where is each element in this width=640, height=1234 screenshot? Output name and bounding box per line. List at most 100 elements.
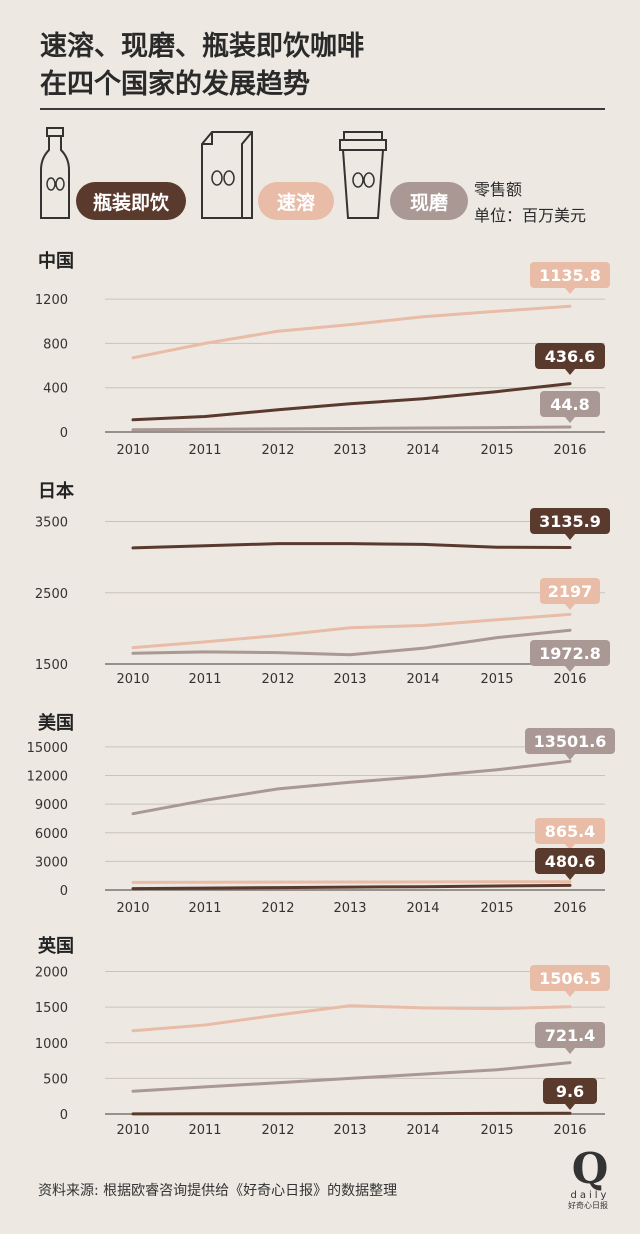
- y-tick-label: 0: [60, 426, 68, 441]
- x-tick-label: 2010: [116, 901, 149, 916]
- x-tick-label: 2016: [553, 901, 586, 916]
- x-tick-label: 2014: [406, 672, 439, 687]
- value-label-pointer: [565, 991, 575, 997]
- x-tick-label: 2015: [480, 901, 513, 916]
- y-tick-label: 15000: [27, 741, 68, 756]
- value-label-box: [543, 1078, 597, 1104]
- value-label-pointer: [565, 1048, 575, 1054]
- y-tick-label: 1200: [35, 293, 68, 308]
- y-tick-label: 9000: [35, 798, 68, 813]
- data-label: 9.6: [556, 1082, 584, 1101]
- value-label-pointer: [565, 604, 575, 610]
- series-line-instant: [131, 304, 572, 360]
- coffee-bag-icon: [201, 131, 253, 219]
- y-tick-label: 3000: [35, 855, 68, 870]
- value-label-box: [535, 818, 605, 844]
- series-line-bottled: [131, 382, 572, 422]
- x-tick-label: 2014: [406, 901, 439, 916]
- x-tick-label: 2013: [333, 443, 366, 458]
- series-line-ground: [131, 628, 572, 657]
- value-label-box: [535, 343, 605, 369]
- chart-title-usa: 美国: [38, 713, 74, 734]
- value-label-pointer: [565, 666, 575, 672]
- brand-logo: Q daily 好奇心日报: [566, 1148, 614, 1211]
- data-label: 865.4: [545, 822, 596, 841]
- value-label-pointer: [565, 874, 575, 880]
- x-tick-label: 2010: [116, 672, 149, 687]
- source-note: 资料来源: 根据欧睿咨询提供给《好奇心日报》的数据整理: [38, 1183, 398, 1199]
- title-line-1: 速溶、现磨、瓶装即饮咖啡: [40, 31, 364, 62]
- x-tick-label: 2015: [480, 1123, 513, 1138]
- bottle-icon: [40, 127, 70, 219]
- data-label: 436.6: [545, 347, 596, 366]
- x-tick-label: 2014: [406, 1123, 439, 1138]
- y-tick-label: 500: [43, 1072, 68, 1087]
- y-tick-label: 1500: [35, 658, 68, 673]
- x-tick-label: 2010: [116, 443, 149, 458]
- logo-letter: Q: [571, 1144, 609, 1193]
- data-label: 480.6: [545, 852, 596, 871]
- y-tick-label: 400: [43, 382, 68, 397]
- y-tick-label: 2000: [35, 966, 68, 981]
- y-tick-label: 0: [60, 1108, 68, 1123]
- data-label: 13501.6: [534, 732, 607, 751]
- series-line-bottled: [131, 883, 572, 891]
- x-tick-label: 2010: [116, 1123, 149, 1138]
- value-label-box: [540, 578, 600, 604]
- data-label: 1506.5: [539, 969, 601, 988]
- y-tick-label: 0: [60, 884, 68, 899]
- value-label-box: [525, 728, 615, 754]
- value-label-pointer: [565, 369, 575, 375]
- cup-icon: [339, 131, 387, 219]
- data-label: 1972.8: [539, 644, 601, 663]
- data-label: 44.8: [550, 395, 589, 414]
- page-title: 速溶、现磨、瓶装即饮咖啡 在四个国家的发展趋势: [40, 28, 600, 104]
- x-tick-label: 2014: [406, 443, 439, 458]
- value-label-box: [530, 965, 610, 991]
- x-tick-label: 2012: [261, 672, 294, 687]
- value-label-box: [535, 848, 605, 874]
- series-line-instant: [131, 1004, 572, 1033]
- x-tick-label: 2012: [261, 901, 294, 916]
- value-label-pointer: [565, 534, 575, 540]
- x-tick-label: 2013: [333, 672, 366, 687]
- series-line-ground: [131, 425, 572, 432]
- series-line-bottled: [131, 1111, 572, 1116]
- value-label-pointer: [565, 417, 575, 423]
- value-label-box: [530, 262, 610, 288]
- unit-label-1: 零售额: [474, 180, 523, 199]
- logo-sub: 好奇心日报: [568, 1201, 608, 1210]
- x-tick-label: 2015: [480, 672, 513, 687]
- y-tick-label: 800: [43, 337, 68, 352]
- x-tick-label: 2012: [261, 1123, 294, 1138]
- data-label: 721.4: [545, 1026, 596, 1045]
- x-tick-label: 2016: [553, 672, 586, 687]
- value-label-box: [530, 508, 610, 534]
- legend-bottled: 瓶装即饮: [76, 182, 186, 220]
- value-label-box: [540, 391, 600, 417]
- y-tick-label: 1500: [35, 1001, 68, 1016]
- data-label: 2197: [548, 582, 593, 601]
- series-line-ground: [131, 1061, 572, 1093]
- x-tick-label: 2011: [188, 1123, 221, 1138]
- x-tick-label: 2013: [333, 1123, 366, 1138]
- title-line-2: 在四个国家的发展趋势: [40, 69, 310, 100]
- legend-ground: 现磨: [390, 182, 468, 220]
- data-label: 1135.8: [539, 266, 601, 285]
- x-tick-label: 2015: [480, 443, 513, 458]
- x-tick-label: 2016: [553, 1123, 586, 1138]
- value-label-box: [530, 640, 610, 666]
- value-label-pointer: [565, 288, 575, 294]
- series-line-instant: [131, 880, 572, 884]
- x-tick-label: 2013: [333, 901, 366, 916]
- value-label-pointer: [565, 844, 575, 850]
- value-label-pointer: [565, 754, 575, 760]
- y-tick-label: 6000: [35, 827, 68, 842]
- value-label-pointer: [565, 1104, 575, 1110]
- x-tick-label: 2011: [188, 672, 221, 687]
- series-line-bottled: [131, 542, 572, 550]
- x-tick-label: 2016: [553, 443, 586, 458]
- logo-word: daily: [570, 1190, 610, 1201]
